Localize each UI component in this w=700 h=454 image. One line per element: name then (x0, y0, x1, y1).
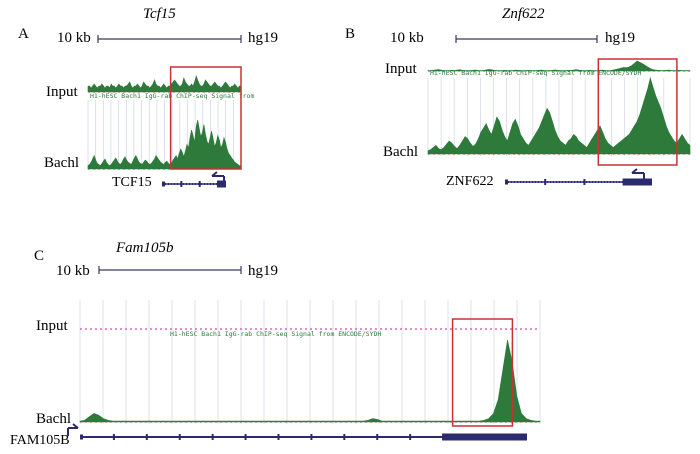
bach1-signal-a (87, 119, 242, 170)
bach1-signal-c (79, 339, 541, 423)
track-description-c: H1-hESC Bach1 IgG-rab ChIP-seq Signal fr… (170, 330, 381, 338)
gene-small-exon-c (211, 434, 214, 440)
gene-small-exon-c (244, 434, 247, 440)
bach1-label-b: Bachl (383, 144, 418, 160)
gene-small-exon-c (112, 434, 115, 440)
gene-small-exon-c (376, 434, 379, 440)
gene-title-b: Znf622 (502, 6, 545, 22)
input-label-c: Input (36, 318, 68, 334)
gene-exon-a (217, 180, 226, 188)
panel-letter-a: A (18, 26, 29, 42)
gene-start-exon-c (80, 434, 83, 440)
gene-label-a: TCF15 (112, 175, 152, 190)
highlight-box-a (169, 66, 242, 170)
assembly-label-c: hg19 (248, 263, 278, 279)
gene-title-a: Tcf15 (143, 6, 176, 22)
panel-letter-c: C (34, 248, 45, 264)
track-description-b: H1-hESC Bach1 IgG-rab ChIP-seq Signal fr… (430, 69, 641, 77)
scale-label-a: 10 kb (57, 30, 91, 46)
gene-label-c: FAM105B (10, 433, 70, 448)
bach1-label-a: Bachl (44, 155, 79, 171)
bach1-signal-b (427, 76, 691, 155)
bach1-label-c: Bachl (36, 411, 71, 427)
track-description-a: H1-hESC Bach1 IgG-rab ChIP-seq Signal fr… (90, 92, 254, 100)
highlight-box-b (597, 58, 678, 166)
input-label-a: Input (46, 84, 78, 100)
input-signal-b (427, 60, 691, 72)
assembly-label-a: hg19 (248, 30, 278, 46)
strand-arrow-c (68, 423, 79, 429)
gene-small-exon-c (310, 434, 313, 440)
gene-start-exon-a (162, 181, 165, 187)
gene-small-exon-b (583, 179, 586, 185)
gene-small-exon-c (178, 434, 181, 440)
gene-exon-c (442, 433, 527, 441)
strand-arrow-b (631, 168, 644, 174)
highlight-box-c (451, 318, 514, 427)
gene-small-exon-b (544, 179, 547, 185)
scale-label-b: 10 kb (390, 30, 424, 46)
gene-small-exon-a (180, 181, 183, 187)
scale-label-c: 10 kb (56, 263, 90, 279)
gene-small-exon-c (409, 434, 412, 440)
panel-letter-b: B (345, 26, 356, 42)
input-label-b: Input (385, 61, 417, 77)
gene-small-exon-c (145, 434, 148, 440)
input-signal-a (87, 75, 242, 93)
gene-small-exon-c (277, 434, 280, 440)
gene-small-exon-a (198, 181, 201, 187)
gene-label-b: ZNF622 (446, 174, 494, 189)
gene-small-exon-c (343, 434, 346, 440)
gene-start-exon-b (505, 179, 508, 185)
gene-exon-b (622, 178, 652, 186)
assembly-label-b: hg19 (605, 30, 635, 46)
strand-arrow-a (211, 171, 224, 177)
gene-title-c: Fam105b (116, 240, 174, 256)
